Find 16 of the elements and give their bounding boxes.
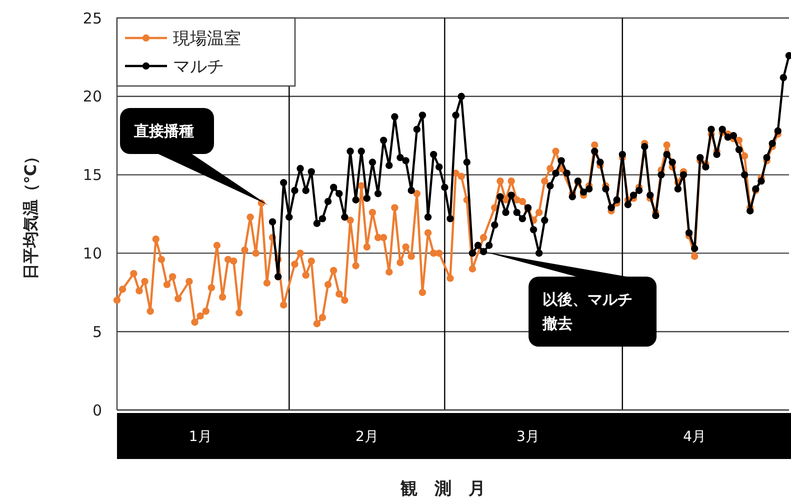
y-axis-title: 日平均気温（℃） (21, 148, 40, 280)
x-tick-label: 3月 (516, 428, 540, 445)
y-tick-label: 20 (82, 88, 102, 106)
legend-label: マルチ (173, 56, 224, 77)
x-axis-title: 観 測 月 (400, 479, 486, 499)
annotation: 以後、マルチ撤去 (542, 290, 633, 333)
y-tick-label: 15 (82, 166, 102, 184)
x-tick-label: 4月 (683, 428, 706, 445)
annotation: 直接播種 (133, 122, 194, 140)
y-tick-label: 5 (92, 322, 102, 341)
x-tick-label: 2月 (355, 428, 378, 445)
x-tick-label: 1月 (188, 428, 212, 445)
y-tick-label: 0 (92, 401, 102, 420)
y-tick-label: 10 (82, 244, 102, 262)
y-tick-label: 25 (82, 9, 102, 28)
legend-label: 現場温室 (173, 28, 241, 49)
